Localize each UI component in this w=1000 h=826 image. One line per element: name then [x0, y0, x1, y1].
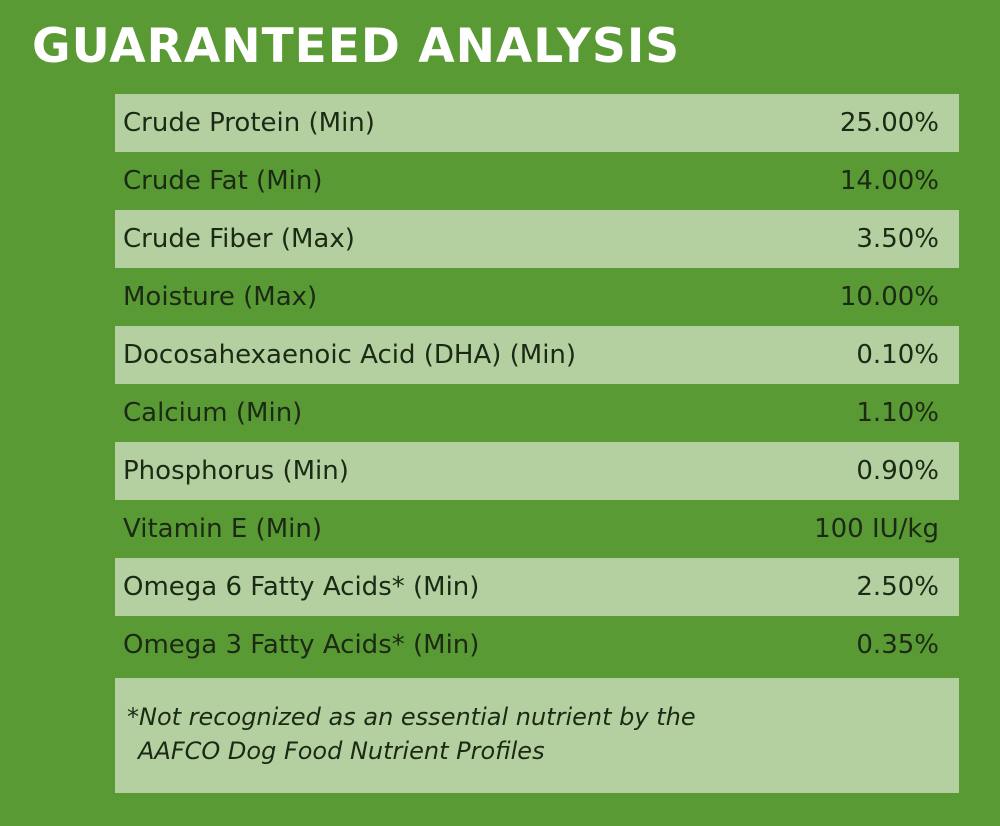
nutrient-value: 1.10% [856, 398, 939, 428]
nutrient-label: Crude Protein (Min) [123, 108, 375, 138]
table-row: Docosahexaenoic Acid (DHA) (Min) 0.10% [115, 326, 959, 384]
nutrient-label: Vitamin E (Min) [123, 514, 322, 544]
nutrient-label: Docosahexaenoic Acid (DHA) (Min) [123, 340, 577, 370]
nutrient-value: 100 IU/kg [814, 514, 939, 544]
nutrient-value: 0.10% [856, 340, 939, 370]
table-row: Moisture (Max) 10.00% [115, 268, 959, 326]
nutrient-value: 2.50% [856, 572, 939, 602]
table-row: Vitamin E (Min) 100 IU/kg [115, 500, 959, 558]
nutrient-value: 10.00% [839, 282, 939, 312]
nutrient-value: 25.00% [839, 108, 939, 138]
footnote-line: *Not recognized as an essential nutrient… [127, 703, 696, 731]
nutrient-value: 3.50% [856, 224, 939, 254]
footnote: *Not recognized as an essential nutrient… [115, 678, 959, 793]
nutrient-label: Phosphorus (Min) [123, 456, 349, 486]
footnote-line: AAFCO Dog Food Nutrient Profiles [138, 737, 545, 765]
nutrient-label: Crude Fat (Min) [123, 166, 323, 196]
table-row: Crude Fiber (Max) 3.50% [115, 210, 959, 268]
table-row: Calcium (Min) 1.10% [115, 384, 959, 442]
table-row: Crude Fat (Min) 14.00% [115, 152, 959, 210]
nutrient-label: Crude Fiber (Max) [123, 224, 355, 254]
analysis-table: Crude Protein (Min) 25.00% Crude Fat (Mi… [115, 94, 959, 674]
nutrient-value: 0.35% [856, 630, 939, 660]
nutrient-value: 14.00% [839, 166, 939, 196]
page-title: GUARANTEED ANALYSIS [32, 19, 681, 74]
nutrient-value: 0.90% [856, 456, 939, 486]
table-row: Omega 3 Fatty Acids* (Min) 0.35% [115, 616, 959, 674]
nutrient-label: Omega 3 Fatty Acids* (Min) [123, 630, 480, 660]
table-row: Crude Protein (Min) 25.00% [115, 94, 959, 152]
table-row: Omega 6 Fatty Acids* (Min) 2.50% [115, 558, 959, 616]
nutrient-label: Omega 6 Fatty Acids* (Min) [123, 572, 480, 602]
nutrient-label: Moisture (Max) [123, 282, 318, 312]
table-row: Phosphorus (Min) 0.90% [115, 442, 959, 500]
nutrient-label: Calcium (Min) [123, 398, 303, 428]
